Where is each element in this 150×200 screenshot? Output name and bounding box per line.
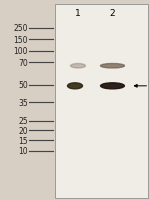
Text: 150: 150 [13, 36, 28, 44]
Text: 100: 100 [13, 47, 28, 56]
Text: 35: 35 [18, 98, 28, 107]
Text: 50: 50 [18, 81, 28, 90]
Text: 1: 1 [75, 9, 81, 18]
Text: 25: 25 [18, 117, 28, 125]
Text: 20: 20 [18, 126, 28, 135]
Ellipse shape [70, 64, 86, 69]
Text: 10: 10 [18, 147, 28, 155]
Text: 70: 70 [18, 59, 28, 67]
Ellipse shape [101, 83, 124, 89]
Text: 250: 250 [13, 24, 28, 33]
FancyBboxPatch shape [55, 5, 148, 198]
Text: 2: 2 [110, 9, 115, 18]
Ellipse shape [100, 64, 124, 69]
Ellipse shape [68, 83, 82, 89]
Text: 15: 15 [18, 136, 28, 145]
